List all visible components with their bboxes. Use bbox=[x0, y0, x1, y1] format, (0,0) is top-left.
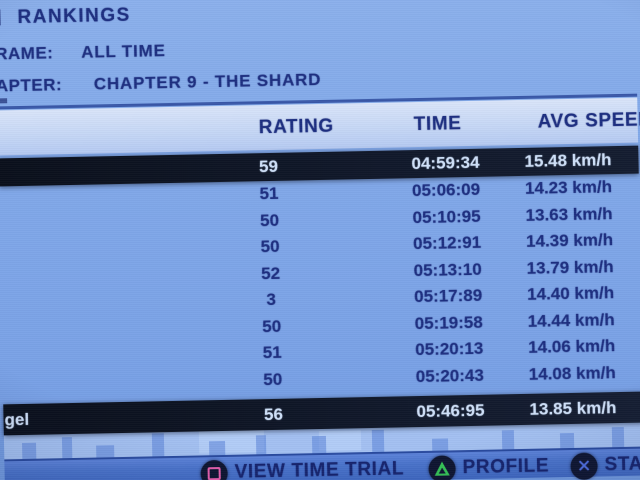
profile-button[interactable]: PROFILE bbox=[428, 450, 554, 480]
time-cell: 05:19:58 bbox=[414, 312, 483, 334]
cross-button-icon: ✕ bbox=[570, 452, 598, 480]
square-button-icon bbox=[200, 459, 228, 480]
cut-glyph-topleft bbox=[0, 9, 1, 26]
player-name-cell: gel bbox=[4, 409, 30, 430]
speed-cell: 15.48 km/h bbox=[524, 150, 612, 171]
time-cell: 05:13:10 bbox=[413, 259, 482, 281]
speed-cell: 13.79 km/h bbox=[526, 257, 614, 278]
skyline-silhouette bbox=[61, 437, 73, 461]
rating-cell: 56 bbox=[263, 404, 284, 425]
time-cell: 05:20:43 bbox=[415, 365, 485, 387]
rating-cell: 50 bbox=[263, 369, 283, 390]
rating-cell: 50 bbox=[260, 236, 280, 257]
speed-cell: 14.23 km/h bbox=[524, 177, 613, 198]
cut-glyph-left-edge bbox=[0, 98, 8, 104]
speed-cell: 14.44 km/h bbox=[527, 310, 615, 331]
chapter-value: CHAPTER 9 - THE SHARD bbox=[93, 69, 322, 94]
rating-cell: 52 bbox=[261, 263, 281, 284]
timeframe-value: ALL TIME bbox=[80, 41, 166, 62]
time-cell: 05:12:91 bbox=[412, 232, 482, 254]
timeframe-label: RAME: bbox=[0, 43, 54, 64]
time-cell: 05:20:13 bbox=[415, 338, 484, 360]
table-row[interactable]: 50 05:20:43 14.08 km/h bbox=[3, 363, 640, 396]
column-header-time: TIME bbox=[413, 113, 462, 136]
time-cell: 05:06:09 bbox=[411, 179, 481, 201]
skyline-silhouette bbox=[611, 426, 625, 450]
view-time-trial-label: VIEW TIME TRIAL bbox=[234, 458, 405, 480]
rating-cell: 51 bbox=[262, 342, 282, 363]
skyline-silhouette bbox=[371, 429, 385, 454]
rating-cell: 50 bbox=[259, 210, 280, 231]
cross-label: STA bbox=[604, 453, 640, 476]
speed-cell: 14.39 km/h bbox=[525, 230, 614, 251]
chapter-label: APTER: bbox=[0, 75, 63, 96]
time-cell: 05:17:89 bbox=[413, 285, 483, 307]
speed-cell: 14.06 km/h bbox=[528, 336, 616, 357]
view-time-trial-button[interactable]: VIEW TIME TRIAL bbox=[200, 453, 420, 480]
page-title: RANKINGS bbox=[17, 4, 132, 29]
speed-cell: 13.63 km/h bbox=[525, 204, 613, 225]
time-cell: 05:46:95 bbox=[416, 400, 485, 422]
skyline-silhouette bbox=[151, 433, 165, 459]
rating-cell: 50 bbox=[262, 316, 282, 337]
time-cell: 04:59:34 bbox=[411, 152, 480, 174]
time-cell: 05:10:95 bbox=[412, 206, 481, 228]
rating-cell: 51 bbox=[259, 183, 279, 204]
triangle-button-icon bbox=[428, 455, 456, 480]
table-row[interactable]: 50 05:12:91 14.39 km/h bbox=[0, 230, 640, 263]
speed-cell: 14.08 km/h bbox=[528, 363, 616, 384]
cross-button[interactable]: ✕ STA bbox=[570, 448, 640, 480]
column-header-rating: RATING bbox=[258, 115, 334, 139]
rating-cell: 3 bbox=[266, 289, 277, 310]
speed-cell: 13.85 km/h bbox=[529, 398, 617, 419]
profile-label: PROFILE bbox=[462, 455, 550, 479]
speed-cell: 14.40 km/h bbox=[526, 283, 615, 304]
column-header-avg-speed: AVG SPEED bbox=[537, 109, 640, 133]
rating-cell: 59 bbox=[258, 156, 279, 177]
